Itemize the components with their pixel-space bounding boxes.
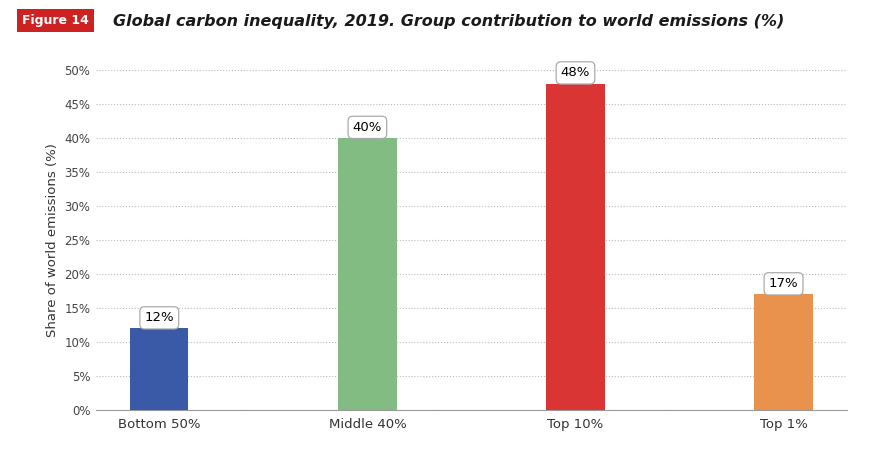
Y-axis label: Share of world emissions (%): Share of world emissions (%) [46, 143, 58, 337]
Text: 48%: 48% [560, 67, 590, 79]
Bar [754, 295, 813, 410]
Text: Figure 14: Figure 14 [22, 14, 89, 27]
Text: 12%: 12% [144, 311, 174, 324]
Text: 40%: 40% [353, 121, 382, 134]
Text: 17%: 17% [769, 277, 799, 290]
Bar [546, 83, 605, 410]
Text: Global carbon inequality, 2019. Group contribution to world emissions (%): Global carbon inequality, 2019. Group co… [113, 14, 785, 29]
Bar [130, 329, 189, 410]
Bar [338, 138, 396, 410]
